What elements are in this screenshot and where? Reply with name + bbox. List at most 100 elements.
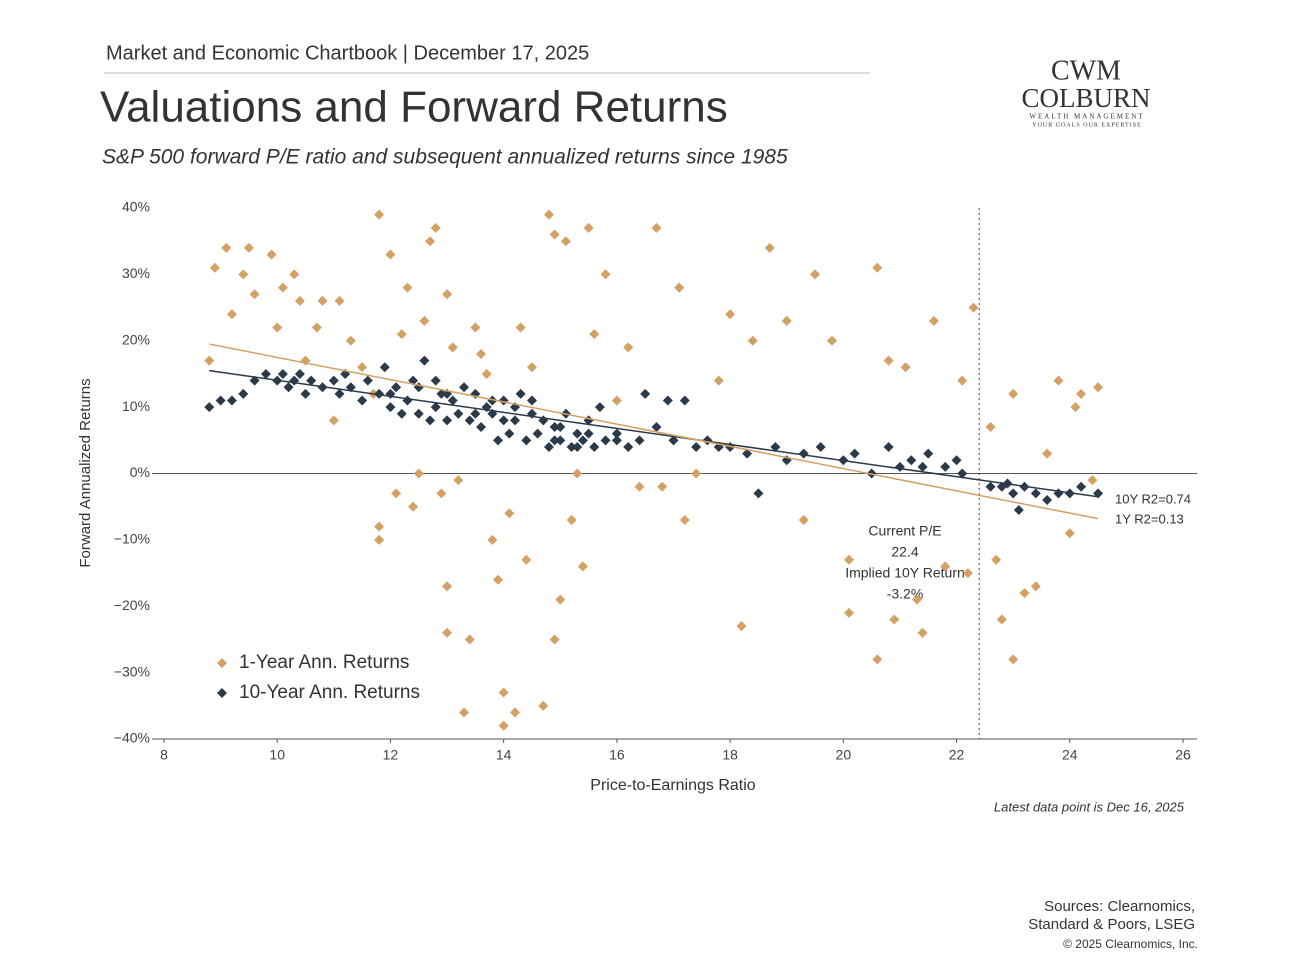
annotation: 22.4	[891, 544, 918, 560]
y-tick-label: 10%	[122, 398, 150, 414]
point	[459, 382, 470, 393]
point	[623, 342, 634, 353]
point	[917, 461, 928, 472]
point	[600, 269, 611, 280]
point	[447, 395, 458, 406]
x-tick-label: 16	[609, 747, 625, 763]
point	[532, 428, 543, 439]
point	[221, 242, 232, 253]
x-tick-label: 24	[1062, 747, 1078, 763]
point	[453, 475, 464, 486]
point	[306, 375, 317, 386]
x-tick-label: 22	[949, 747, 965, 763]
point	[1076, 388, 1087, 399]
point	[843, 607, 854, 618]
point	[334, 295, 345, 306]
point	[209, 262, 220, 273]
point	[600, 435, 611, 446]
point	[883, 355, 894, 366]
point	[1093, 382, 1104, 393]
point	[509, 415, 520, 426]
point	[657, 481, 668, 492]
point	[770, 441, 781, 452]
point	[623, 441, 634, 452]
point	[481, 368, 492, 379]
point	[487, 395, 498, 406]
point	[1008, 488, 1019, 499]
point	[328, 375, 339, 386]
point	[589, 329, 600, 340]
point	[538, 700, 549, 711]
point	[272, 322, 283, 333]
point	[396, 408, 407, 419]
y-tick-label: −40%	[114, 730, 150, 746]
point	[238, 388, 249, 399]
point	[906, 455, 917, 466]
point	[521, 435, 532, 446]
point	[1053, 375, 1064, 386]
point	[1030, 581, 1041, 592]
annotation: Current P/E	[868, 523, 941, 539]
point	[957, 375, 968, 386]
point	[509, 707, 520, 718]
point	[583, 428, 594, 439]
point	[572, 428, 583, 439]
point	[928, 315, 939, 326]
x-tick-label: 14	[496, 747, 512, 763]
y-tick-label: −30%	[114, 663, 150, 679]
legend-marker	[217, 658, 227, 668]
point	[549, 634, 560, 645]
x-tick-label: 20	[836, 747, 852, 763]
point	[611, 435, 622, 446]
legend-marker	[217, 688, 227, 698]
point	[374, 388, 385, 399]
point	[436, 388, 447, 399]
point	[391, 382, 402, 393]
point	[442, 581, 453, 592]
point	[515, 388, 526, 399]
logo-line: YOUR GOALS OUR EXPERTISE	[1032, 122, 1141, 128]
point	[736, 621, 747, 632]
point	[442, 415, 453, 426]
point	[294, 295, 305, 306]
copyright: © 2025 Clearnomics, Inc.	[1063, 937, 1198, 951]
point	[238, 269, 249, 280]
point	[634, 435, 645, 446]
point	[917, 627, 928, 638]
point	[555, 594, 566, 605]
point	[413, 382, 424, 393]
point	[249, 375, 260, 386]
point	[419, 315, 430, 326]
point	[747, 335, 758, 346]
chart-title: Valuations and Forward Returns	[100, 83, 728, 132]
point	[215, 395, 226, 406]
legend-label: 1-Year Ann. Returns	[239, 652, 409, 673]
point	[577, 435, 588, 446]
point	[436, 488, 447, 499]
point	[385, 402, 396, 413]
y-tick-label: −20%	[114, 597, 150, 613]
point	[1076, 481, 1087, 492]
point	[583, 222, 594, 233]
point	[679, 514, 690, 525]
point	[498, 415, 509, 426]
point	[1070, 402, 1081, 413]
point	[889, 614, 900, 625]
point	[577, 561, 588, 572]
point	[385, 249, 396, 260]
point	[396, 329, 407, 340]
point	[379, 362, 390, 373]
point	[413, 408, 424, 419]
point	[549, 422, 560, 433]
point	[1008, 388, 1019, 399]
point	[408, 501, 419, 512]
point	[911, 594, 922, 605]
point	[962, 568, 973, 579]
point	[226, 395, 237, 406]
point	[425, 415, 436, 426]
point	[504, 428, 515, 439]
y-tick-label: −10%	[114, 531, 150, 547]
point	[464, 634, 475, 645]
